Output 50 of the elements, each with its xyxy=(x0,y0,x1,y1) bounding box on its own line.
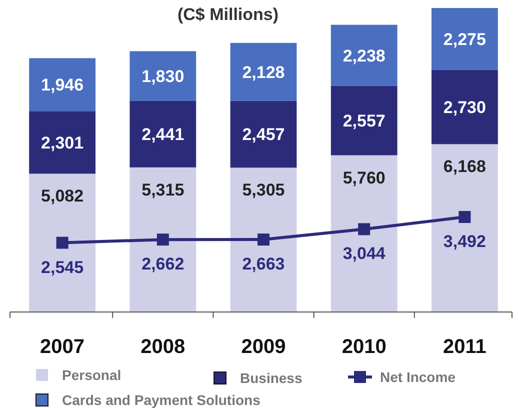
bar xyxy=(29,111,96,174)
x-tick-label: 2010 xyxy=(342,336,386,358)
legend-label: Net Income xyxy=(380,369,456,385)
x-tick-label: 2011 xyxy=(443,336,486,358)
data-label: 2,301 xyxy=(41,133,84,152)
data-label: 2,457 xyxy=(242,125,285,144)
bar xyxy=(29,174,96,312)
data-label: 2,663 xyxy=(242,254,285,274)
bar xyxy=(330,155,398,312)
legend-label: Business xyxy=(240,370,302,386)
data-label: 2,441 xyxy=(142,125,184,144)
x-tick-label: 2008 xyxy=(140,336,186,358)
bar xyxy=(130,51,196,101)
bar xyxy=(130,167,196,312)
data-label: 2,128 xyxy=(242,62,285,82)
data-label: 2,275 xyxy=(443,30,486,49)
point xyxy=(258,234,270,246)
data-label: 5,760 xyxy=(342,168,386,188)
data-label: 2,545 xyxy=(41,258,84,277)
bar xyxy=(130,100,196,168)
data-label: 2,238 xyxy=(342,46,386,66)
bar xyxy=(29,58,96,112)
data-label: 2,662 xyxy=(142,254,184,274)
bar xyxy=(330,24,398,86)
x-tick-label: 2007 xyxy=(40,336,85,358)
data-label: 1,830 xyxy=(142,67,184,86)
data-label: 3,492 xyxy=(443,232,486,251)
bar xyxy=(432,8,498,70)
bar xyxy=(432,70,498,144)
bar xyxy=(230,100,297,168)
data-label: 5,082 xyxy=(41,186,84,206)
bar xyxy=(230,42,297,101)
point xyxy=(56,236,68,249)
data-label: 2,730 xyxy=(443,98,486,118)
text: (C$ Millions) xyxy=(177,5,279,24)
data-label: 5,315 xyxy=(142,180,184,200)
data-label: 5,305 xyxy=(242,180,285,200)
point xyxy=(458,210,471,223)
legend-label: Personal xyxy=(62,367,122,383)
data-label: 6,168 xyxy=(443,157,486,176)
bar xyxy=(330,86,398,156)
point xyxy=(358,223,370,236)
data-label: 1,946 xyxy=(41,76,84,95)
point xyxy=(156,234,169,246)
data-label: 2,557 xyxy=(342,111,386,130)
data-label: 3,044 xyxy=(342,244,386,264)
x-tick-label: 2009 xyxy=(241,336,286,358)
legend-label: Cards and Payment Solutions xyxy=(62,392,261,408)
bar xyxy=(230,168,297,312)
bar xyxy=(432,144,498,312)
